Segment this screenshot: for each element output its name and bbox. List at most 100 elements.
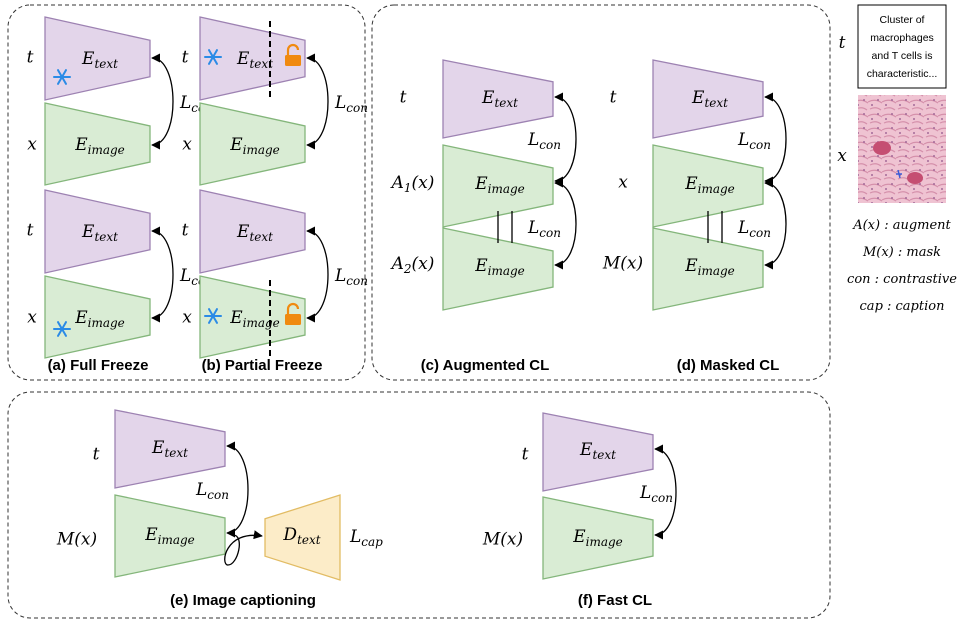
encoder-shape bbox=[442, 227, 554, 311]
symbol-base: E bbox=[74, 135, 88, 155]
symbol-subscript: 2 bbox=[403, 262, 412, 276]
panel-caption: (e) Image captioning bbox=[170, 592, 316, 609]
math-label: t bbox=[93, 445, 100, 465]
symbol-subscript: text bbox=[94, 230, 118, 244]
symbol-subscript: text bbox=[494, 96, 518, 110]
math-label: t bbox=[27, 221, 34, 241]
math-label: t bbox=[27, 48, 34, 68]
loss-arrow bbox=[226, 441, 249, 538]
math-label: Eimage bbox=[74, 135, 125, 157]
symbol-subscript: image bbox=[88, 143, 125, 157]
symbol-base: L bbox=[334, 93, 346, 113]
panel-caption: (f) Fast CL bbox=[578, 592, 652, 609]
symbol-base: D bbox=[282, 525, 297, 545]
symbol-subscript: image bbox=[88, 316, 125, 330]
snowflake-arm bbox=[57, 69, 67, 85]
math-label: Lcon bbox=[334, 93, 368, 115]
encoder-shape bbox=[44, 189, 151, 274]
math-label: M(x) bbox=[56, 530, 97, 550]
symbol-subscript: con bbox=[539, 226, 561, 240]
snowflake-icon bbox=[204, 49, 222, 65]
symbol-base: E bbox=[236, 222, 250, 242]
symbol-subscript: text bbox=[164, 446, 188, 460]
symbol-subscript: con bbox=[539, 138, 561, 152]
symbol-base: E bbox=[481, 88, 495, 108]
histology-detail bbox=[896, 169, 902, 179]
symbol-subscript: image bbox=[243, 316, 280, 330]
math-label: x bbox=[618, 173, 628, 193]
panel-caption: (c) Augmented CL bbox=[421, 357, 550, 374]
math-label: Eimage bbox=[144, 525, 195, 547]
math-label: t bbox=[400, 88, 407, 108]
math-label: t bbox=[522, 445, 529, 465]
symbol-base: E bbox=[474, 174, 488, 194]
symbol-base: E bbox=[229, 308, 243, 328]
symbol-base: L bbox=[737, 218, 749, 238]
definition: con : contrastive bbox=[847, 272, 957, 287]
math-label: t bbox=[182, 221, 189, 241]
encoder-shape bbox=[114, 409, 226, 489]
encoder-shape bbox=[264, 494, 341, 581]
symbol-subscript: image bbox=[158, 533, 195, 547]
math-label: Eimage bbox=[74, 308, 125, 330]
symbol-subscript: text bbox=[704, 96, 728, 110]
symbol-base: E bbox=[144, 525, 158, 545]
lock-shackle bbox=[286, 302, 300, 314]
symbol-subscript: con bbox=[749, 226, 771, 240]
symbol-base: E bbox=[474, 256, 488, 276]
symbol-subscript: con bbox=[346, 101, 368, 115]
symbol-base: E bbox=[74, 308, 88, 328]
panel-frame bbox=[7, 391, 831, 619]
symbol-subscript: text bbox=[249, 230, 273, 244]
math-label: Etext bbox=[236, 222, 273, 244]
math-label: Etext bbox=[691, 88, 728, 110]
math-label: Lcon bbox=[737, 218, 771, 240]
symbol-subscript: con bbox=[346, 274, 368, 288]
math-label: Lcon bbox=[527, 130, 561, 152]
symbol-base: E bbox=[81, 49, 95, 69]
math-label: t bbox=[839, 33, 846, 53]
symbol-base: E bbox=[81, 222, 95, 242]
symbol-subscript: text bbox=[94, 57, 118, 71]
encoder-shape bbox=[442, 59, 554, 139]
symbol-subscript: con bbox=[651, 491, 673, 505]
math-label: t bbox=[610, 88, 617, 108]
loss-arrow bbox=[764, 92, 787, 186]
math-label: Eimage bbox=[684, 174, 735, 196]
math-label: Lcon bbox=[737, 130, 771, 152]
symbol-subscript: text bbox=[249, 57, 273, 71]
encoder-shape bbox=[44, 275, 151, 359]
math-label: Etext bbox=[81, 222, 118, 244]
symbol-base: L bbox=[179, 266, 191, 286]
math-label: M(x) bbox=[482, 530, 523, 550]
math-label: x bbox=[837, 146, 847, 166]
math-label: x bbox=[182, 308, 192, 328]
symbol-base: A bbox=[390, 173, 404, 193]
symbol-base: L bbox=[527, 130, 539, 150]
loss-arrow bbox=[554, 178, 577, 270]
encoder-shape bbox=[542, 496, 654, 580]
symbol-subscript: 1 bbox=[404, 181, 412, 195]
loss-arrow bbox=[654, 444, 677, 540]
loss-arrow bbox=[554, 92, 577, 186]
snowflake-icon bbox=[204, 308, 222, 324]
loss-arrow bbox=[151, 53, 174, 150]
math-label: A1(x) bbox=[390, 173, 435, 195]
histology-detail bbox=[907, 172, 923, 184]
encoder-shape bbox=[652, 227, 764, 311]
encoder-shape bbox=[199, 189, 306, 274]
symbol-base: E bbox=[684, 174, 698, 194]
symbol-base: L bbox=[737, 130, 749, 150]
panel-caption: (b) Partial Freeze bbox=[202, 357, 323, 374]
math-label: Lcap bbox=[349, 527, 383, 549]
snowflake-arm bbox=[57, 321, 67, 337]
lock-shackle bbox=[286, 43, 300, 55]
loss-arrow bbox=[151, 226, 174, 323]
symbol-base: L bbox=[334, 266, 346, 286]
symbol-argument: (x) bbox=[412, 173, 435, 193]
symbol-subscript: image bbox=[586, 535, 623, 549]
lock-body bbox=[285, 55, 301, 66]
symbol-base: E bbox=[572, 527, 586, 547]
encoder-shape bbox=[442, 144, 554, 228]
symbol-base: L bbox=[349, 527, 361, 547]
